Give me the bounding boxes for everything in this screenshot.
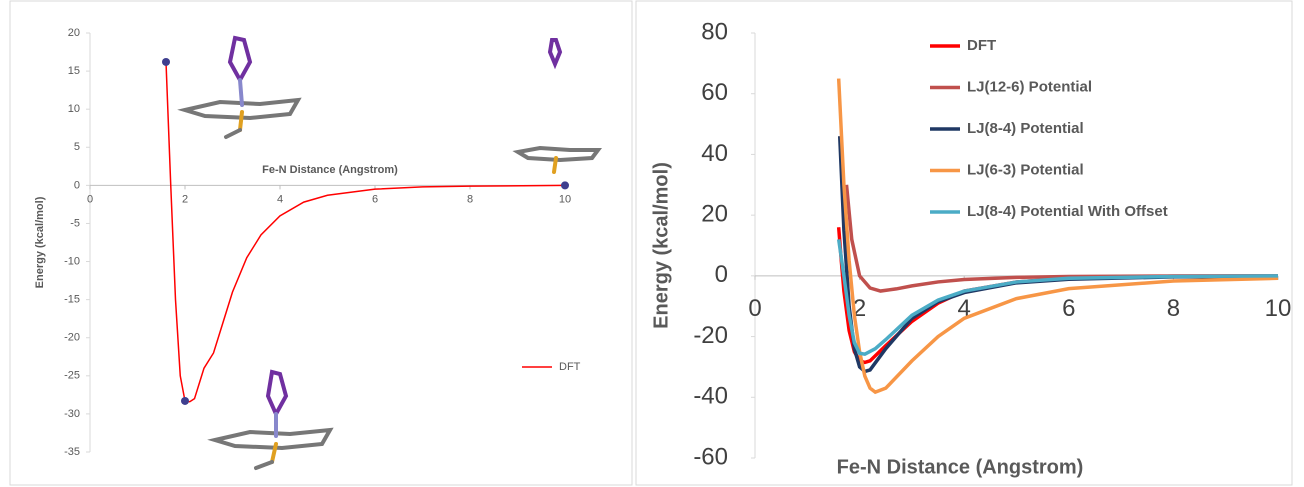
y-axis-title: Energy (kcal/mol) xyxy=(650,162,672,329)
legend-label: LJ(12-6) Potential xyxy=(967,78,1092,95)
y-tick-label: 20 xyxy=(701,200,728,227)
y-tick-label: -5 xyxy=(70,217,80,229)
x-tick-label: 8 xyxy=(467,193,473,205)
legend-label: LJ(8-4) Potential xyxy=(967,120,1084,137)
legend-label: DFT xyxy=(559,361,581,373)
right-panel xyxy=(636,1,1292,485)
x-tick-label: 10 xyxy=(559,193,571,205)
x-tick-label: 10 xyxy=(1265,295,1292,322)
legend-label: LJ(8-4) Potential With Offset xyxy=(967,203,1168,220)
charts: -35 -30 -25 -20 -15 -10 -5 0 5 10 15 20 0 2 4 6 8 10 Fe-N … xyxy=(0,0,1304,487)
data-point xyxy=(181,397,189,405)
y-tick-label: -20 xyxy=(64,332,80,344)
y-axis-title: Energy (kcal/mol) xyxy=(34,196,46,288)
data-point xyxy=(162,58,170,66)
y-tick-label: 40 xyxy=(701,140,728,167)
y-tick-label: -35 xyxy=(64,446,80,458)
y-tick-label: -25 xyxy=(64,370,80,382)
y-tick-label: 10 xyxy=(68,103,80,115)
x-tick-label: 6 xyxy=(372,193,378,205)
y-tick-label: 0 xyxy=(715,261,728,288)
y-tick-label: -60 xyxy=(693,443,728,470)
x-tick-label: 0 xyxy=(87,193,93,205)
x-tick-label: 0 xyxy=(748,295,761,322)
data-point xyxy=(561,181,569,189)
y-tick-label: -30 xyxy=(64,408,80,420)
x-tick-label: 4 xyxy=(277,193,283,205)
y-tick-label: 15 xyxy=(68,65,80,77)
y-tick-label: 80 xyxy=(701,18,728,45)
x-axis-title: Fe-N Distance (Angstrom) xyxy=(262,164,398,176)
left-panel xyxy=(10,1,632,485)
y-tick-label: 60 xyxy=(701,79,728,106)
x-axis-title: Fe-N Distance (Angstrom) xyxy=(837,456,1084,478)
x-tick-label: 2 xyxy=(182,193,188,205)
legend-label: DFT xyxy=(967,37,996,54)
page: -35 -30 -25 -20 -15 -10 -5 0 5 10 15 20 0 2 4 6 8 10 Fe-N … xyxy=(0,0,1304,487)
x-tick-label: 6 xyxy=(1062,295,1075,322)
legend-label: LJ(6-3) Potential xyxy=(967,161,1084,178)
y-tick-label: -10 xyxy=(64,255,80,267)
y-tick-label: 0 xyxy=(74,179,80,191)
x-tick-label: 8 xyxy=(1167,295,1180,322)
y-tick-label: -15 xyxy=(64,294,80,306)
y-tick-label: 20 xyxy=(68,27,80,39)
y-tick-label: -40 xyxy=(693,383,728,410)
y-tick-label: 5 xyxy=(74,141,80,153)
y-tick-label: -20 xyxy=(693,322,728,349)
